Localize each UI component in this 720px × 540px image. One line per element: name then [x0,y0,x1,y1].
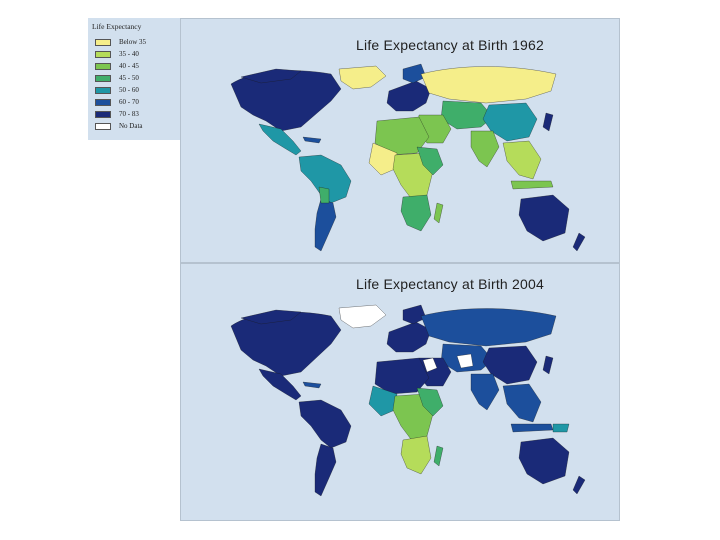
region-china [482,102,538,142]
map-panel-1962: Life Expectancy at Birth 1962 [180,18,620,263]
legend-item-50-60: 50 - 60 [95,86,139,94]
region-china [482,345,538,385]
legend-label: 40 - 45 [119,62,139,70]
legend-label: Below 35 [119,38,147,46]
region-mexico [258,123,302,156]
legend-label: No Data [119,122,143,130]
region-indonesia [510,423,554,433]
legend-swatch [95,98,111,106]
region-western-europe [386,80,432,112]
region-russia [420,308,557,347]
legend-item-no-data: No Data [95,122,143,130]
region-japan [542,112,554,132]
legend-label: 70 - 83 [119,110,139,118]
region-south-america-north [298,399,352,449]
region-caribbean [302,136,322,144]
legend-item-below-35: Below 35 [95,38,146,46]
region-south-america-central [318,186,330,204]
region-mexico [258,368,302,401]
region-japan [542,355,554,375]
map-panel-2004: Life Expectancy at Birth 2004 [180,263,620,521]
legend-label: 45 - 50 [119,74,139,82]
region-caribbean [302,381,322,389]
region-southern-africa [400,435,432,475]
legend-item-70-83: 70 - 83 [95,110,139,118]
region-south-america-north [298,154,352,204]
region-greenland [338,65,387,90]
map-legend: Life Expectancy Below 35 35 - 40 40 - 45… [88,18,180,140]
legend-swatch [95,122,111,130]
legend-swatch [95,50,111,58]
legend-label: 35 - 40 [119,50,139,58]
region-west-africa [368,142,398,176]
map-title-1962: Life Expectancy at Birth 1962 [356,37,544,53]
legend-title: Life Expectancy [92,22,142,31]
region-south-america-south [314,198,337,252]
region-southern-africa [400,194,432,232]
world-map-2004 [230,304,586,497]
region-east-africa [416,146,444,176]
region-afghanistan-no-data [456,353,474,369]
region-western-europe [386,321,432,353]
region-madagascar [433,202,444,224]
region-canada-arctic [240,309,302,325]
region-papua [552,423,570,433]
legend-item-35-40: 35 - 40 [95,50,139,58]
region-australia [518,437,570,485]
region-new-zealand [572,475,586,495]
region-north-africa [374,116,430,156]
world-map-1962 [230,63,586,252]
region-scandinavia [402,304,427,325]
legend-item-45-50: 45 - 50 [95,74,139,82]
map-title-2004: Life Expectancy at Birth 2004 [356,276,544,292]
region-madagascar [433,445,444,467]
region-scandinavia [402,63,427,84]
legend-swatch [95,62,111,70]
legend-swatch [95,74,111,82]
region-south-america-south [314,443,337,497]
region-north-america [230,311,342,377]
legend-item-60-70: 60 - 70 [95,98,139,106]
region-iraq-no-data [422,357,438,373]
region-australia [518,194,570,242]
region-east-africa [416,387,444,417]
region-southeast-asia [502,140,542,180]
region-greenland [338,304,387,329]
region-indonesia [510,180,554,190]
region-canada-arctic [240,68,302,84]
region-new-zealand [572,232,586,252]
legend-swatch [95,110,111,118]
region-southeast-asia [502,383,542,423]
legend-item-40-45: 40 - 45 [95,62,139,70]
legend-label: 60 - 70 [119,98,139,106]
region-west-africa [368,385,398,417]
region-russia [420,66,557,104]
legend-label: 50 - 60 [119,86,139,94]
region-north-africa [374,357,430,395]
legend-swatch [95,86,111,94]
legend-swatch [95,38,111,46]
region-india [470,130,500,168]
region-india [470,373,500,411]
